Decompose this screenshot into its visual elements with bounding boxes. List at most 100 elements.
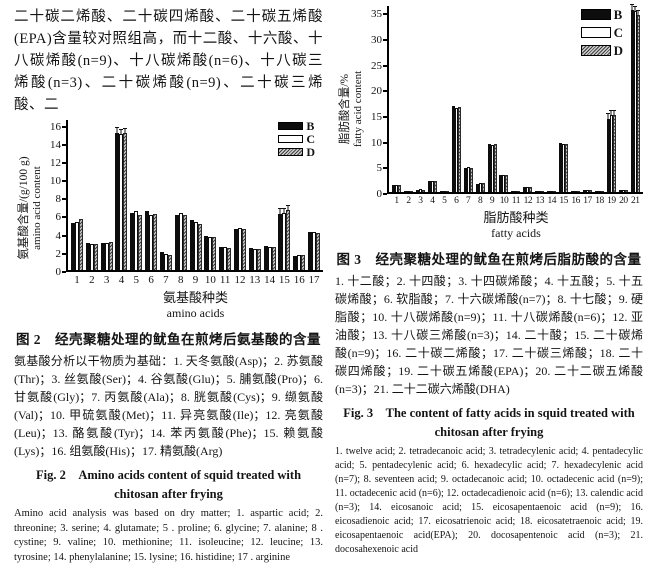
bar-group-3: [415, 189, 425, 192]
bar-group-9: [189, 220, 202, 270]
legend-label-C: C: [613, 25, 623, 40]
right-column: 脂肪酸含量/% fatty acid content 0 5 10 15 20 25 30 3…: [327, 0, 649, 571]
bar-group-21: [630, 9, 640, 192]
bar-D-5: [138, 214, 143, 270]
bar-C-2: [406, 191, 410, 192]
bar-C-11: [514, 191, 518, 192]
bar-B-7: [159, 251, 164, 270]
figure2-x-label-en: amino acids: [166, 306, 225, 320]
bar-group-8: [174, 212, 187, 270]
bar-C-10: [208, 237, 213, 270]
bar-C-9: [193, 221, 198, 270]
x-tick-12: 12: [523, 196, 533, 206]
bar-group-6: [145, 210, 158, 270]
bar-B-10: [499, 175, 503, 192]
bar-B-2: [403, 191, 407, 192]
figure2-caption-en-line2: chitosan after frying: [114, 487, 223, 501]
figure2-note-cn: 氨基酸分析以干物质为基础：1. 天冬氨酸(Asp)；2. 苏氨酸(Thr)；3.…: [14, 354, 323, 458]
legend-label-C: C: [306, 132, 315, 146]
bar-B-10: [204, 236, 209, 270]
bar-C-17: [586, 190, 589, 192]
x-tick-11: 11: [219, 274, 231, 286]
figure2-x-axis: 1 2 3 4 5 6 7 8 9 10 11 12 13 14 15 16 17: [68, 272, 323, 286]
bar-B-4: [115, 132, 120, 270]
bar-group-4: [427, 181, 437, 192]
x-tick-1: 1: [74, 274, 80, 286]
y-tick-30: 30: [371, 34, 387, 45]
figure3-note-en: 1. twelve acid; 2. tetradecanoic acid; 3…: [335, 446, 643, 555]
bar-B-17: [583, 190, 586, 192]
bar-group-2: [85, 242, 98, 270]
legend-label-D: D: [306, 145, 315, 159]
figure3-y-axis-label: 脂肪酸含量/% fatty acid content: [335, 6, 365, 241]
figure3-note-cn: 1. 十二酸；2. 十四酸；3. 十四碳烯酸；4. 十五酸；5. 十五碳烯酸；6…: [335, 274, 643, 396]
legend-label-B: B: [306, 119, 315, 133]
bar-group-3: [100, 241, 113, 270]
figure2-caption-cn: 图 2 经壳聚糖处理的鱿鱼在煎烤后氨基酸的含量: [15, 332, 322, 347]
figure3-x-label-cn: 脂肪酸种类: [483, 210, 549, 225]
bar-group-15: [559, 143, 569, 192]
figure3-y-label-en: fatty acid content: [352, 71, 364, 148]
bar-group-11: [511, 191, 521, 192]
y-tick-8: 8: [56, 194, 66, 205]
x-tick-15: 15: [559, 196, 568, 206]
x-tick-20: 20: [619, 196, 628, 206]
bar-D-9: [197, 223, 202, 270]
bar-B-15: [559, 143, 563, 192]
legend-swatch-C: [278, 135, 304, 143]
y-tick-5: 5: [377, 163, 387, 174]
bar-D-12: [529, 187, 533, 192]
bar-D-6: [153, 213, 158, 270]
bar-B-5: [130, 212, 135, 270]
figure2-x-label-cn: 氨基酸种类: [162, 290, 228, 305]
bar-group-12: [523, 187, 533, 192]
bar-group-8: [475, 182, 485, 192]
bar-D-10: [212, 237, 217, 270]
x-tick-10: 10: [204, 274, 216, 286]
bar-B-12: [523, 187, 527, 192]
legend-label-D: D: [613, 43, 623, 58]
bar-C-16: [297, 255, 302, 270]
bar-C-1: [75, 221, 79, 270]
bar-group-6: [451, 106, 461, 192]
x-tick-11: 11: [511, 196, 521, 206]
y-tick-10: 10: [50, 176, 66, 187]
x-tick-10: 10: [499, 196, 509, 206]
bar-B-6: [451, 106, 455, 192]
legend-item-C: C: [580, 25, 623, 40]
bar-B-11: [511, 191, 515, 192]
bar-B-8: [475, 183, 479, 192]
bar-D-11: [227, 248, 232, 270]
bar-group-17: [308, 231, 320, 270]
figure2-y-label-cn: 氨基酸含量/(g/100 g): [18, 156, 30, 261]
bar-C-9: [490, 145, 494, 192]
bar-C-3: [418, 189, 422, 192]
x-tick-13: 13: [535, 196, 545, 206]
bar-B-4: [427, 181, 431, 192]
bar-group-10: [204, 236, 217, 270]
x-tick-8: 8: [177, 274, 184, 286]
x-tick-5: 5: [442, 196, 447, 206]
bar-C-5: [442, 191, 446, 192]
bar-D-8: [182, 215, 187, 270]
x-tick-5: 5: [133, 274, 140, 286]
bar-C-6: [149, 214, 154, 270]
bar-group-10: [499, 174, 509, 192]
x-tick-13: 13: [249, 274, 261, 286]
bar-B-11: [219, 247, 224, 270]
legend-swatch-D: [580, 45, 611, 56]
bar-D-21: [636, 14, 640, 192]
x-tick-17: 17: [308, 274, 320, 286]
x-tick-6: 6: [148, 274, 154, 286]
figure2-y-label-en: amino acid content: [31, 166, 43, 251]
x-tick-16: 16: [293, 274, 305, 286]
x-tick-14: 14: [547, 196, 556, 206]
bar-C-15: [562, 144, 566, 192]
bar-D-15: [286, 210, 291, 270]
bar-group-13: [535, 191, 545, 192]
bar-C-14: [267, 247, 272, 270]
bar-D-15: [565, 144, 569, 192]
bar-B-18: [594, 191, 598, 192]
bar-B-15: [278, 213, 283, 270]
